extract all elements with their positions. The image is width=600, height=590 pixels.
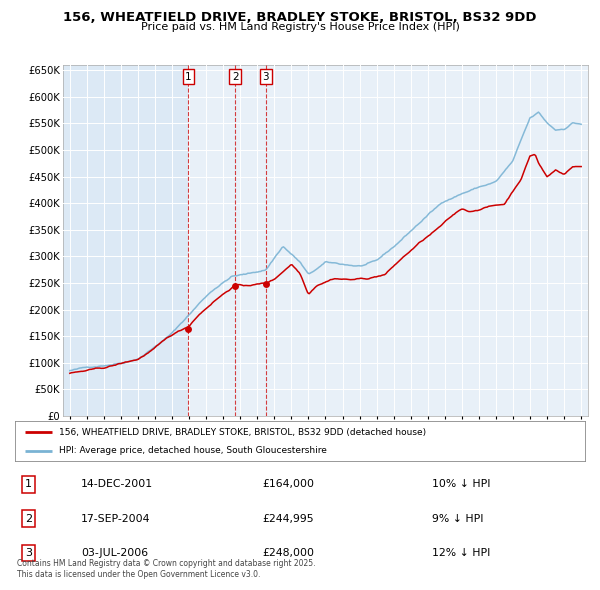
Text: 17-SEP-2004: 17-SEP-2004	[81, 514, 151, 523]
Text: £164,000: £164,000	[262, 480, 314, 489]
Text: 3: 3	[263, 71, 269, 81]
Text: Price paid vs. HM Land Registry's House Price Index (HPI): Price paid vs. HM Land Registry's House …	[140, 22, 460, 32]
Text: 156, WHEATFIELD DRIVE, BRADLEY STOKE, BRISTOL, BS32 9DD: 156, WHEATFIELD DRIVE, BRADLEY STOKE, BR…	[63, 11, 537, 24]
Text: 2: 2	[25, 514, 32, 523]
Text: 12% ↓ HPI: 12% ↓ HPI	[432, 548, 490, 558]
Text: 14-DEC-2001: 14-DEC-2001	[81, 480, 153, 489]
Text: Contains HM Land Registry data © Crown copyright and database right 2025.
This d: Contains HM Land Registry data © Crown c…	[17, 559, 316, 579]
Bar	[188, 65, 588, 416]
Text: £248,000: £248,000	[262, 548, 314, 558]
Text: 156, WHEATFIELD DRIVE, BRADLEY STOKE, BRISTOL, BS32 9DD (detached house): 156, WHEATFIELD DRIVE, BRADLEY STOKE, BR…	[59, 428, 427, 437]
Text: 1: 1	[25, 480, 32, 489]
Text: HPI: Average price, detached house, South Gloucestershire: HPI: Average price, detached house, Sout…	[59, 446, 328, 455]
Text: £244,995: £244,995	[262, 514, 314, 523]
Text: 10% ↓ HPI: 10% ↓ HPI	[432, 480, 491, 489]
Text: 3: 3	[25, 548, 32, 558]
Text: 1: 1	[185, 71, 192, 81]
Text: 9% ↓ HPI: 9% ↓ HPI	[432, 514, 484, 523]
Text: 03-JUL-2006: 03-JUL-2006	[81, 548, 148, 558]
Text: 2: 2	[232, 71, 239, 81]
